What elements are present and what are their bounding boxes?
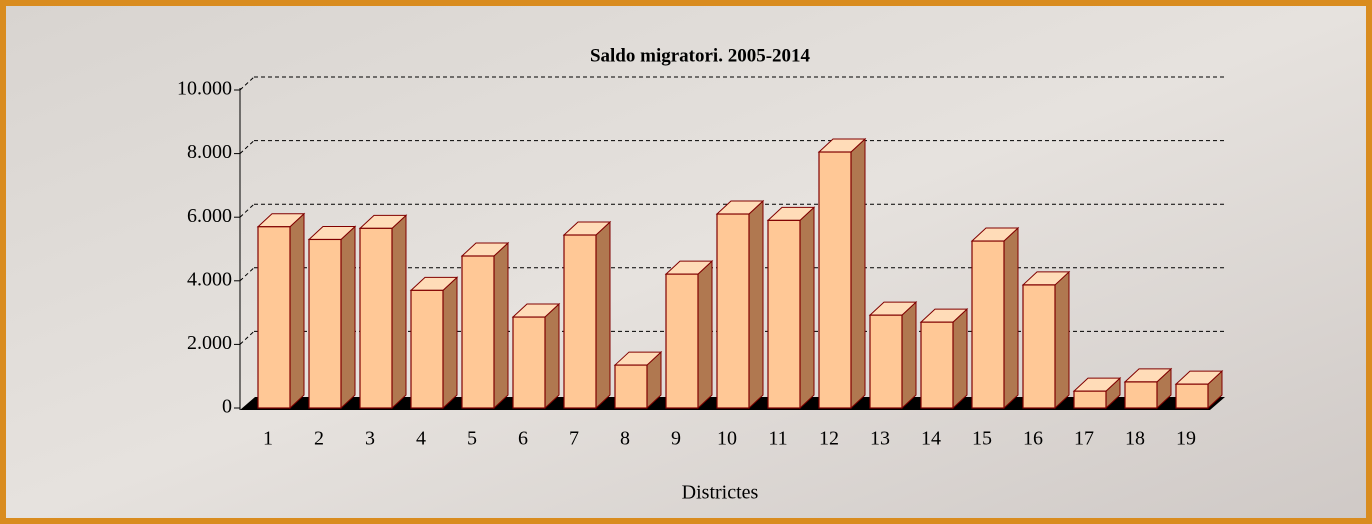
y-tick-label: 6.000 <box>187 205 232 227</box>
y-tick-label: 4.000 <box>187 268 232 290</box>
grid-line <box>239 331 255 345</box>
bar-side <box>850 137 866 410</box>
x-tick-label: 16 <box>1023 428 1043 450</box>
bar <box>257 226 291 409</box>
bar <box>461 255 495 409</box>
x-tick-label: 15 <box>972 428 992 450</box>
bar <box>512 316 546 409</box>
y-tick-label: 10.000 <box>177 78 232 100</box>
bar-side <box>799 206 815 410</box>
bar-side <box>748 199 764 410</box>
bar-side <box>340 225 356 410</box>
y-tick-label: 2.000 <box>187 332 232 354</box>
bar <box>716 213 750 409</box>
bar-side <box>544 302 560 410</box>
x-tick-label: 18 <box>1125 428 1145 450</box>
x-tick-label: 7 <box>569 428 579 450</box>
bar-side <box>952 307 968 410</box>
grid-line <box>239 76 255 91</box>
bar-side <box>595 220 611 410</box>
bar <box>971 240 1005 409</box>
x-tick-label: 8 <box>620 428 630 450</box>
x-tick-label: 11 <box>768 428 787 450</box>
bar <box>1022 284 1056 409</box>
bar <box>665 273 699 409</box>
grid-line <box>239 140 255 154</box>
x-tick-label: 2 <box>314 428 324 450</box>
x-tick-label: 6 <box>518 428 528 450</box>
bar-side <box>391 214 407 410</box>
x-tick-label: 1 <box>263 428 273 450</box>
x-tick-label: 19 <box>1176 428 1196 450</box>
x-tick-label: 10 <box>717 428 737 450</box>
bar <box>359 227 393 409</box>
bar <box>767 219 801 409</box>
bar-side <box>289 212 305 410</box>
bar <box>1073 390 1107 409</box>
grid-line <box>239 203 255 218</box>
x-tick-label: 9 <box>671 428 681 450</box>
bar-side <box>1003 226 1019 410</box>
x-tick-label: 12 <box>819 428 839 450</box>
bar <box>563 234 597 409</box>
bar <box>1175 383 1209 409</box>
bar <box>410 289 444 409</box>
x-tick-label: 4 <box>416 428 426 450</box>
bar <box>869 314 903 409</box>
bar-side <box>697 259 713 410</box>
y-tick-label: 0 <box>222 396 232 418</box>
chart-title: Saldo migratori. 2005-2014 <box>590 45 811 66</box>
y-tick-label: 8.000 <box>187 141 232 163</box>
bar <box>920 321 954 409</box>
bar-side <box>1054 270 1070 410</box>
x-tick-label: 13 <box>870 428 890 450</box>
x-tick-label: 3 <box>365 428 375 450</box>
bar <box>818 151 852 409</box>
bar-side <box>442 276 458 410</box>
grid-line <box>239 267 255 282</box>
x-axis-label: Districtes <box>682 482 759 504</box>
x-tick-label: 14 <box>921 428 941 450</box>
bar-side <box>493 241 509 410</box>
x-tick-label: 5 <box>467 428 477 450</box>
bar <box>614 364 648 409</box>
x-tick-label: 17 <box>1074 428 1094 450</box>
bar <box>308 238 342 409</box>
bar-side <box>901 300 917 410</box>
bar <box>1124 381 1158 409</box>
